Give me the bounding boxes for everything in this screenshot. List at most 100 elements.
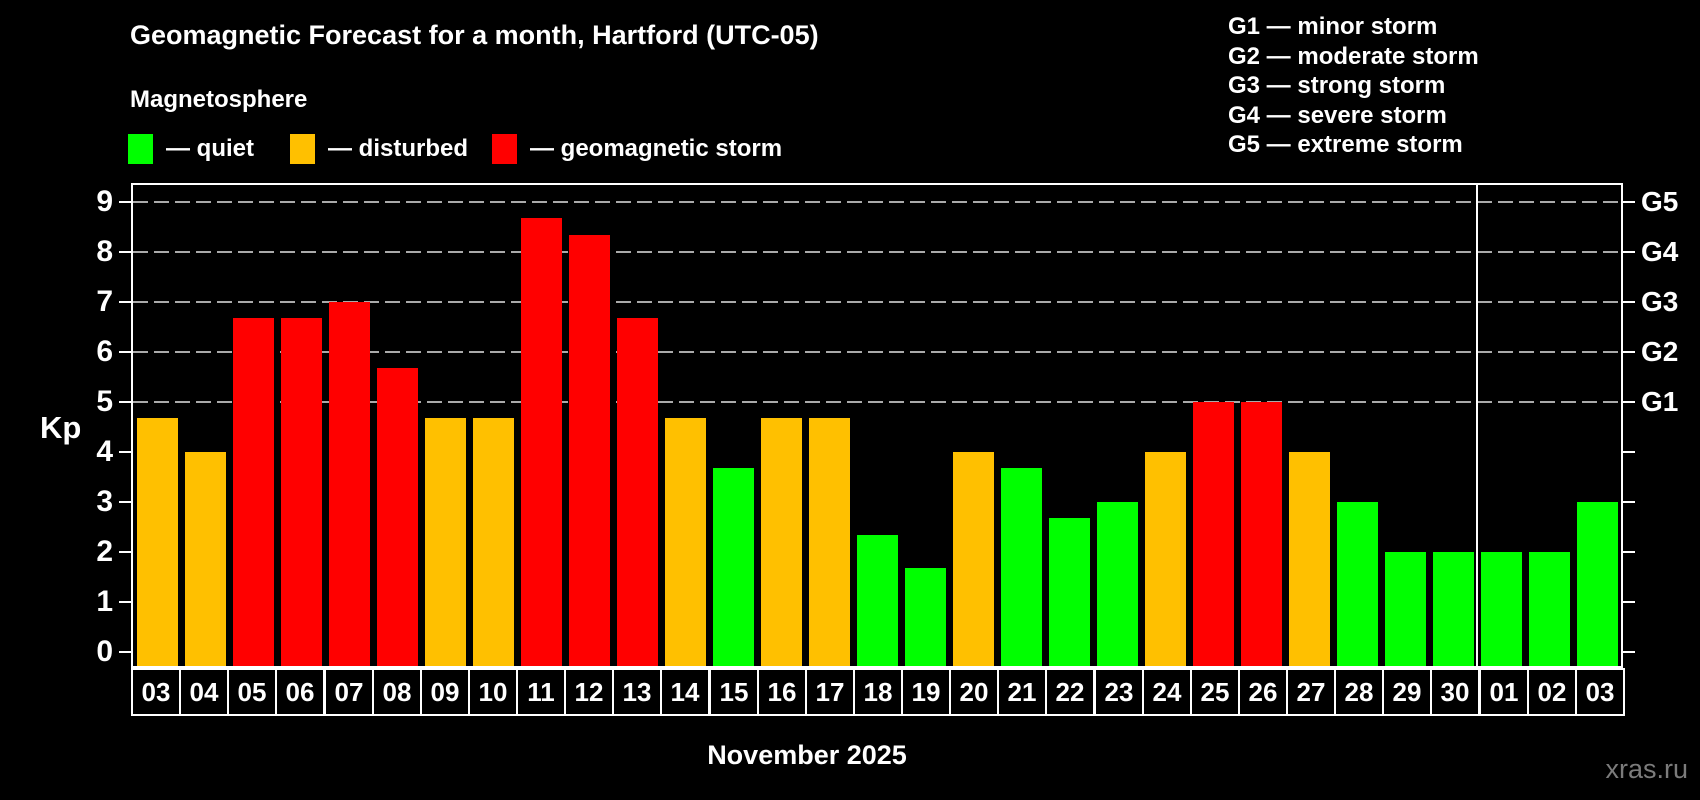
gridline-kp8 — [133, 250, 1621, 253]
y-tick-left-9 — [119, 200, 131, 203]
bar-day-10 — [472, 418, 514, 666]
y-tick-label-2: 2 — [96, 534, 113, 568]
gridline-kp6 — [133, 350, 1621, 353]
bar-day-05 — [232, 318, 274, 666]
plot-area — [131, 183, 1623, 668]
y-tick-left-7 — [119, 300, 131, 303]
y-tick-right-4 — [1623, 450, 1635, 453]
bar-day-16 — [760, 418, 802, 666]
gridline-kp9 — [133, 200, 1621, 203]
g-legend-line-1: G1 — minor storm — [1228, 13, 1438, 40]
bar-day-15 — [712, 468, 754, 666]
y-tick-left-8 — [119, 250, 131, 253]
bar-day-25 — [1192, 401, 1234, 666]
g-legend-line-4: G4 — severe storm — [1228, 101, 1447, 129]
day-label-15-nov: 15 — [709, 668, 759, 716]
y-tick-right-5 — [1623, 400, 1635, 403]
gridline-kp5 — [133, 400, 1621, 403]
bar-day-24 — [1144, 451, 1186, 666]
g-legend-line-3: G3 — strong storm — [1228, 72, 1446, 99]
y-tick-left-2 — [119, 550, 131, 553]
gridline-kp7 — [133, 300, 1621, 303]
y-tick-left-1 — [119, 600, 131, 603]
day-label-27-nov: 27 — [1286, 668, 1336, 716]
y-tick-right-6 — [1623, 350, 1635, 353]
chart-subtitle: Magnetosphere — [130, 86, 308, 113]
g-level-label-g5: G5 — [1641, 185, 1679, 217]
day-label-29-nov: 29 — [1382, 668, 1432, 716]
day-label-22-nov: 22 — [1045, 668, 1095, 716]
day-label-01-dec: 01 — [1479, 668, 1529, 716]
bar-day-27 — [1288, 451, 1330, 666]
y-tick-right-0 — [1623, 650, 1635, 653]
bar-day-29 — [1384, 551, 1426, 666]
y-tick-label-0: 0 — [96, 634, 113, 668]
day-label-03-dec: 03 — [1575, 668, 1625, 716]
y-tick-right-9 — [1623, 200, 1635, 203]
day-label-18-nov: 18 — [853, 668, 903, 716]
y-tick-label-4: 4 — [96, 434, 113, 468]
day-label-09-nov: 09 — [420, 668, 470, 716]
bar-day-14 — [664, 418, 706, 666]
bar-day-30 — [1432, 551, 1474, 666]
page-title: Geomagnetic Forecast for a month, Hartfo… — [130, 20, 819, 50]
day-label-24-nov: 24 — [1142, 668, 1192, 716]
y-tick-left-3 — [119, 500, 131, 503]
bar-day-02 — [1528, 551, 1570, 666]
day-label-14-nov: 14 — [660, 668, 710, 716]
day-label-10-nov: 10 — [468, 668, 518, 716]
bar-day-04 — [184, 451, 226, 666]
bar-day-26 — [1240, 401, 1282, 666]
day-label-17-nov: 17 — [805, 668, 855, 716]
y-tick-left-5 — [119, 400, 131, 403]
quiet-swatch-icon — [128, 134, 153, 164]
y-axis-label: Kp — [40, 410, 82, 445]
bar-day-17 — [808, 418, 850, 666]
bar-day-08 — [376, 368, 418, 666]
y-tick-label-3: 3 — [96, 484, 113, 518]
day-label-03-nov: 03 — [131, 668, 181, 716]
bar-day-19 — [904, 568, 946, 666]
month-separator-line — [1476, 185, 1478, 666]
bar-day-03 — [136, 418, 178, 666]
day-label-16-nov: 16 — [757, 668, 807, 716]
day-label-12-nov: 12 — [564, 668, 614, 716]
day-label-11-nov: 11 — [516, 668, 566, 716]
y-tick-right-1 — [1623, 600, 1635, 603]
g-level-label-g1: G1 — [1641, 385, 1679, 417]
bar-day-18 — [856, 535, 898, 666]
y-tick-right-8 — [1623, 250, 1635, 253]
bar-day-28 — [1336, 501, 1378, 666]
day-label-26-nov: 26 — [1238, 668, 1288, 716]
g-scale-legend: G1 — minor storm G2 — moderate storm G3 — … — [1228, 12, 1479, 160]
x-axis-title: November 2025 — [707, 740, 907, 770]
day-label-08-nov: 08 — [372, 668, 422, 716]
bar-day-01 — [1480, 551, 1522, 666]
day-label-23-nov: 23 — [1094, 668, 1144, 716]
day-label-13-nov: 13 — [612, 668, 662, 716]
y-tick-label-6: 6 — [96, 334, 113, 368]
day-label-06-nov: 06 — [275, 668, 325, 716]
disturbed-swatch-icon — [290, 134, 315, 164]
bar-day-11 — [520, 218, 562, 666]
bar-day-13 — [616, 318, 658, 666]
g-legend-line-5: G5 — extreme storm — [1228, 131, 1463, 158]
y-tick-label-1: 1 — [96, 584, 113, 618]
day-label-30-nov: 30 — [1430, 668, 1480, 716]
bar-day-12 — [568, 235, 610, 666]
g-level-label-g2: G2 — [1641, 335, 1679, 367]
bar-day-23 — [1096, 501, 1138, 666]
day-label-21-nov: 21 — [997, 668, 1047, 716]
bar-day-21 — [1000, 468, 1042, 666]
day-label-04-nov: 04 — [179, 668, 229, 716]
watermark: xras.ru — [1605, 754, 1688, 784]
y-tick-right-7 — [1623, 300, 1635, 303]
y-tick-label-9: 9 — [96, 184, 113, 218]
legend-label-quiet: — quiet — [166, 135, 254, 162]
y-tick-right-2 — [1623, 550, 1635, 553]
day-label-25-nov: 25 — [1190, 668, 1240, 716]
bar-day-22 — [1048, 518, 1090, 666]
day-label-19-nov: 19 — [901, 668, 951, 716]
y-tick-label-8: 8 — [96, 234, 113, 268]
